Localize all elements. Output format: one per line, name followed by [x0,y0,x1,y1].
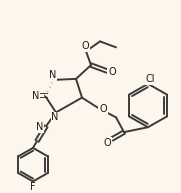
Text: N: N [32,91,39,101]
Text: F: F [30,182,36,192]
Text: O: O [108,67,116,77]
Text: O: O [99,104,107,114]
Text: O: O [103,138,111,148]
Text: O: O [81,41,89,51]
Text: N: N [49,70,57,80]
Text: N: N [51,112,59,122]
Text: N: N [36,122,43,132]
Text: Cl: Cl [145,74,155,84]
